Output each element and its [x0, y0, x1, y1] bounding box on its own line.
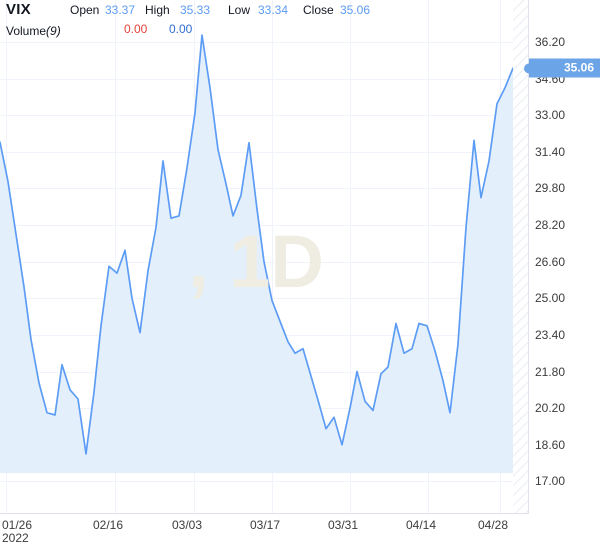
volume-legend[interactable]: Volume(9) — [6, 23, 61, 39]
area-fill — [0, 35, 513, 473]
price-tick-label: 29.80 — [535, 181, 566, 196]
time-tick-label: 02/16 — [93, 518, 124, 532]
future-area-hatch — [513, 0, 529, 513]
price-series-svg — [0, 0, 513, 513]
time-tick-label: 04/14 — [406, 518, 437, 532]
price-tick-label: 31.40 — [535, 144, 566, 159]
price-tick-label: 28.20 — [535, 218, 566, 233]
last-price-nub — [524, 63, 534, 74]
price-tick-label: 33.00 — [535, 108, 566, 123]
price-tick-label: 20.20 — [535, 401, 566, 416]
price-tick-label: 26.60 — [535, 254, 566, 269]
plot-area[interactable]: , 1D — [0, 0, 513, 513]
price-tick-label: 21.80 — [535, 364, 566, 379]
volume-count: (9) — [46, 24, 61, 38]
time-tick-label: 04/28 — [478, 518, 509, 532]
symbol-title[interactable]: VIX — [6, 1, 31, 18]
price-tick-label: 23.40 — [535, 327, 566, 342]
close-label: Close — [303, 3, 334, 17]
time-axis-separator — [0, 513, 529, 514]
price-axis-separator — [528, 0, 529, 513]
open-label: Open — [70, 3, 100, 17]
time-axis[interactable]: 01/26 2022 02/16 03/03 03/17 03/31 04/14 04/28 — [0, 513, 600, 558]
price-tick-label: 36.20 — [535, 35, 566, 49]
price-line — [0, 34, 513, 455]
volume-label: Volume — [6, 24, 47, 38]
low-value: 33.34 — [258, 3, 289, 17]
chart-legend: VIX Open 33.37 High 35.33 Low 33.34 Clos… — [6, 1, 370, 37]
price-tick-label: 17.00 — [535, 474, 566, 489]
high-value: 35.33 — [180, 3, 211, 17]
volume-value-down: 0.00 — [124, 22, 148, 36]
price-tick-label: 25.00 — [535, 291, 566, 306]
time-tick-label: 03/17 — [250, 518, 281, 532]
close-value: 35.06 — [340, 3, 371, 17]
last-price-value: 35.06 — [563, 60, 594, 75]
low-label: Low — [228, 3, 251, 17]
time-tick-label: 03/03 — [172, 518, 203, 532]
time-tick-label: 01/26 2022 — [2, 518, 33, 545]
open-value: 33.37 — [105, 3, 136, 17]
volume-value-up: 0.00 — [169, 22, 193, 36]
time-tick-year: 2022 — [2, 531, 29, 545]
time-tick-label: 03/31 — [328, 518, 359, 532]
price-axis[interactable]: 35.06 36.20 34.60 33.00 31.40 29.80 28.20 26.6… — [524, 0, 600, 513]
price-tick-label: 18.60 — [535, 437, 566, 452]
last-price-badge: 35.06 — [524, 58, 600, 78]
high-label: High — [145, 3, 170, 17]
